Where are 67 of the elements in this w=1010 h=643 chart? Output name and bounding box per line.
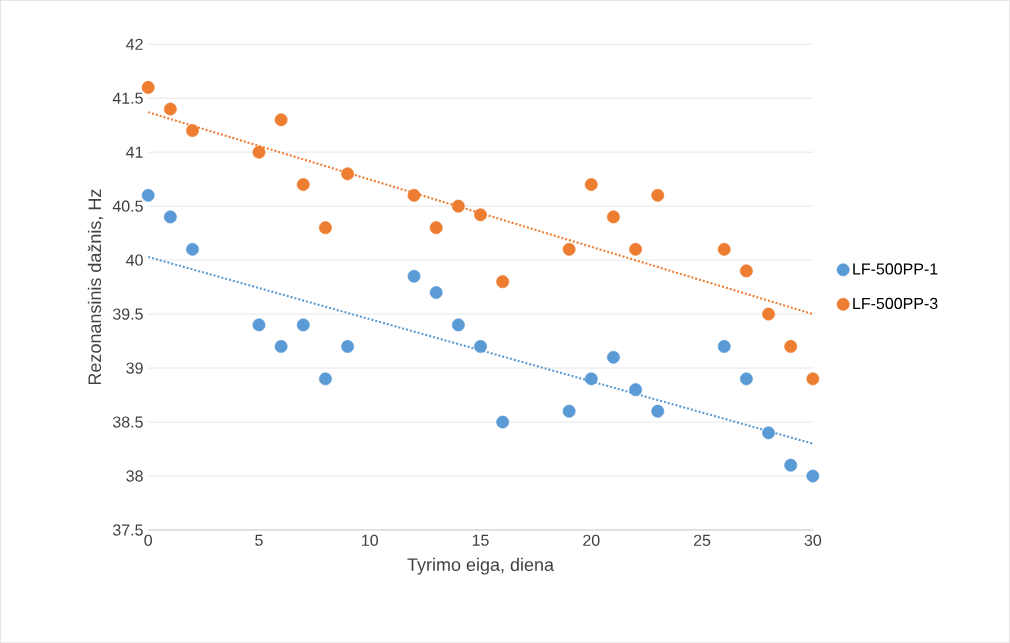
- x-tick-label: 25: [693, 534, 711, 546]
- x-tick-label: 20: [583, 534, 600, 546]
- point: [341, 339, 354, 353]
- point: [319, 372, 332, 386]
- x-tick-label: 15: [472, 534, 489, 546]
- point: [806, 469, 820, 483]
- point: [186, 242, 199, 256]
- point: [163, 102, 177, 116]
- point: [784, 458, 798, 472]
- point: [651, 404, 665, 418]
- point: [296, 178, 310, 191]
- y-tick-label: 40.5: [112, 200, 143, 212]
- point: [739, 264, 753, 278]
- point: [407, 269, 421, 283]
- point: [474, 208, 487, 222]
- y-tick-label: 38.5: [112, 416, 143, 428]
- y-tick-label: 41: [126, 146, 143, 158]
- point: [717, 242, 731, 256]
- point: [607, 210, 620, 224]
- point: [429, 286, 443, 299]
- y-tick-label: 37.5: [112, 524, 143, 536]
- point: [496, 415, 510, 429]
- point: [451, 199, 465, 213]
- point: [407, 188, 421, 202]
- y-tick-label: 38: [126, 470, 143, 482]
- point: [762, 426, 775, 440]
- point: [163, 210, 177, 224]
- point: [274, 113, 288, 127]
- x-axis-title: Tyrimo eiga, diena: [407, 557, 554, 575]
- y-axis-title: Rezonansinis dažnis, Hz: [87, 189, 104, 385]
- point: [762, 307, 775, 321]
- point: [562, 404, 576, 418]
- point: [584, 372, 598, 386]
- point: [584, 178, 598, 191]
- point: [296, 318, 310, 332]
- point: [451, 318, 465, 332]
- point: [274, 339, 288, 353]
- point: [562, 242, 576, 256]
- point: [252, 318, 266, 332]
- point: [717, 339, 731, 353]
- x-tick-label: 0: [144, 534, 153, 546]
- point: [141, 188, 155, 202]
- point: [186, 124, 199, 137]
- y-tick-label: 39.5: [112, 308, 143, 320]
- y-tick-label: 40: [126, 254, 143, 266]
- x-tick-label: 5: [255, 534, 263, 546]
- point: [429, 221, 443, 235]
- point: [739, 372, 753, 386]
- legend-label: LF-500PP-1: [853, 263, 938, 275]
- y-tick-label: 42: [126, 38, 143, 50]
- point: [784, 339, 798, 353]
- point: [651, 188, 665, 202]
- point: [607, 350, 620, 364]
- point: [319, 221, 332, 235]
- point: [496, 275, 510, 289]
- legend-label: LF-500PP-3: [853, 297, 938, 309]
- point: [629, 383, 642, 396]
- y-tick-label: 41.5: [112, 92, 143, 104]
- point: [806, 372, 820, 386]
- point: [141, 80, 155, 94]
- y-tick-label: 39: [126, 362, 143, 374]
- point: [341, 167, 354, 181]
- x-tick-label: 30: [804, 534, 822, 546]
- point: [474, 339, 487, 353]
- x-tick-label: 10: [362, 534, 379, 546]
- point: [629, 242, 642, 256]
- point: [252, 145, 266, 159]
